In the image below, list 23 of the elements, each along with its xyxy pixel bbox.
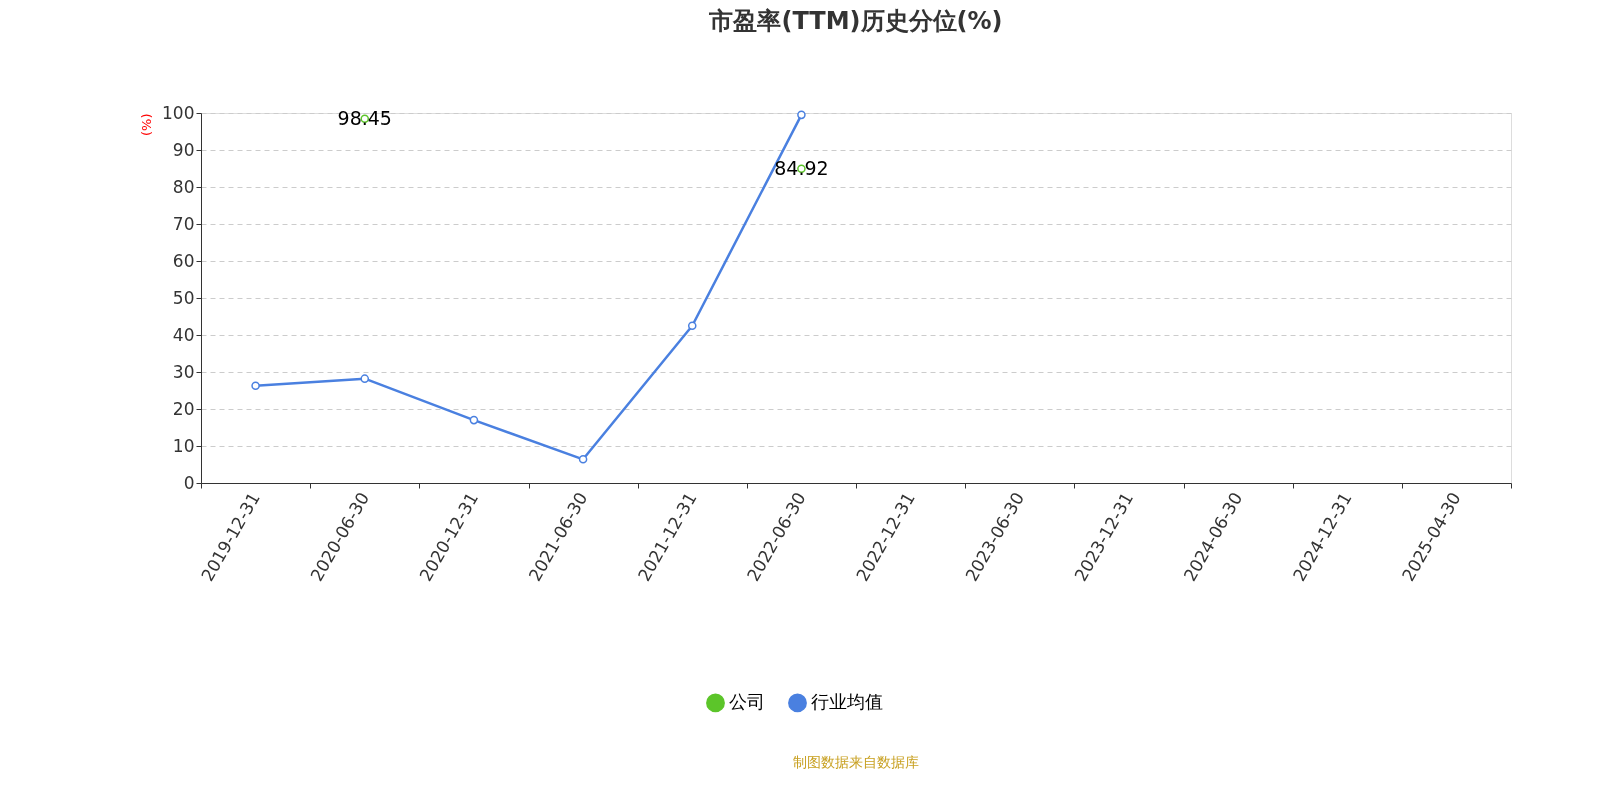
- y-tick-label: 100: [162, 102, 195, 123]
- y-tick-label: 50: [172, 287, 195, 308]
- y-tick-label: 60: [172, 250, 195, 271]
- y-tick-label: 30: [172, 361, 195, 382]
- data-label: 98.45: [337, 106, 392, 129]
- point: [797, 110, 806, 120]
- point: [360, 374, 370, 383]
- chart-title: 市盈率(TTM)历史分位(%): [708, 7, 1003, 35]
- point: [469, 415, 479, 425]
- y-tick-label: 70: [172, 213, 195, 234]
- y-tick-label: 90: [172, 139, 195, 160]
- legend-label: 行业均值: [811, 690, 883, 712]
- y-tick-label: 20: [172, 398, 195, 419]
- point: [578, 455, 588, 464]
- y-axis-title: (%): [139, 113, 155, 136]
- y-tick-label: 0: [183, 472, 195, 493]
- y-tick-label: 40: [172, 324, 195, 345]
- point: [687, 321, 697, 331]
- text: 制图数据来自数据库: [793, 754, 919, 770]
- legend-label: 公司: [729, 690, 765, 712]
- point: [251, 381, 260, 390]
- y-tick-label: 80: [172, 176, 195, 197]
- y-tick-label: 10: [172, 435, 195, 456]
